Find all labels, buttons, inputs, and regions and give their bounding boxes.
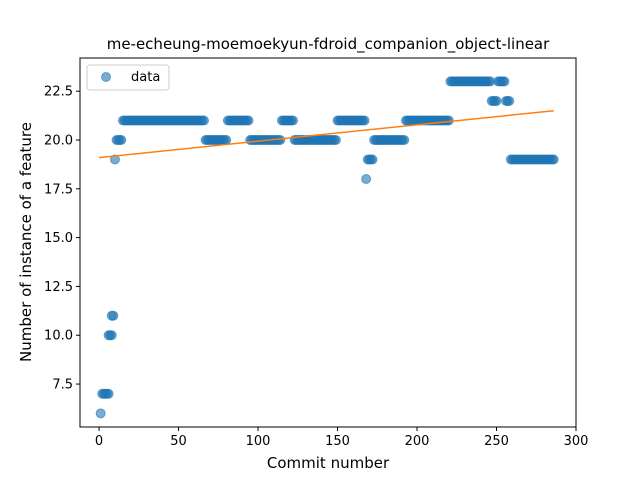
- data-point: [95, 408, 106, 419]
- x-axis-ticks: 0 50 100 150 200 250 300: [95, 427, 588, 449]
- y-tick-label: 12.5: [44, 280, 73, 295]
- data-point: [116, 135, 127, 145]
- data-point: [548, 154, 559, 165]
- fit-line-layer: [99, 109, 554, 159]
- data-point: [491, 95, 502, 106]
- data-point: [399, 135, 410, 145]
- y-tick-label: 17.5: [44, 182, 73, 197]
- y-tick-label: 22.5: [44, 85, 73, 100]
- data-point: [199, 115, 209, 126]
- legend-label-data: data: [131, 70, 160, 85]
- x-tick-label: 100: [246, 434, 271, 449]
- data-point: [330, 135, 341, 145]
- data-point: [361, 174, 372, 185]
- y-tick-label: 15.0: [44, 231, 73, 246]
- data-point: [243, 115, 254, 126]
- legend-marker: [101, 72, 111, 82]
- data-points: [95, 76, 559, 419]
- chart-title: me-echeung-moemoekyun-fdroid_companion_o…: [107, 35, 550, 54]
- data-point: [106, 330, 117, 341]
- y-tick-label: 7.5: [52, 378, 73, 393]
- data-point: [499, 76, 510, 87]
- x-tick-label: 50: [170, 434, 187, 449]
- data-point: [288, 115, 299, 126]
- x-axis-label: Commit number: [267, 454, 390, 472]
- legend-box: [86, 64, 170, 91]
- data-point: [359, 115, 370, 126]
- data-point: [109, 154, 120, 165]
- x-tick-label: 200: [405, 434, 430, 449]
- x-tick-label: 0: [95, 434, 103, 449]
- y-tick-label: 10.0: [44, 329, 73, 344]
- x-tick-label: 150: [325, 434, 350, 449]
- data-point: [367, 154, 378, 165]
- y-axis-label: Number of instance of a feature: [17, 122, 35, 362]
- data-point: [504, 95, 515, 106]
- data-point: [275, 135, 286, 145]
- x-tick-label: 250: [484, 434, 509, 449]
- x-tick-label: 300: [564, 434, 589, 449]
- legend: data: [86, 64, 170, 91]
- y-tick-label: 20.0: [44, 134, 73, 149]
- plot-frame: [79, 57, 577, 428]
- data-point: [108, 310, 119, 321]
- y-axis-ticks: 7.5 10.0 12.5 15.0 17.5 20.0 22.5: [44, 85, 80, 393]
- data-point: [221, 135, 232, 145]
- data-point: [103, 388, 114, 399]
- fit-line: [99, 109, 554, 159]
